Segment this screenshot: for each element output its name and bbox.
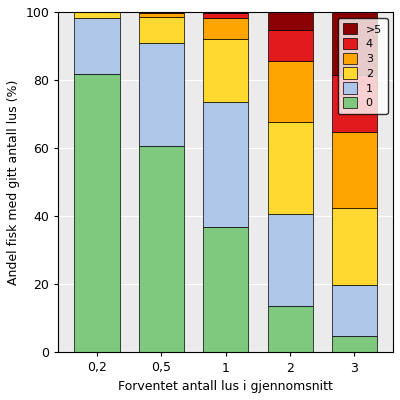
Bar [332,208,377,285]
Bar [74,18,120,74]
Bar [268,214,313,306]
Bar [332,75,377,132]
Y-axis label: Andel fisk med gitt antall lus (%): Andel fisk med gitt antall lus (%) [7,80,20,285]
Bar [332,132,377,208]
Bar [139,17,184,43]
X-axis label: Forventet antall lus i gjennomsnitt: Forventet antall lus i gjennomsnitt [118,380,333,393]
Bar [203,102,248,227]
Bar [139,146,184,352]
Bar [139,43,184,146]
Bar [203,12,248,13]
Bar [268,60,313,122]
Bar [203,39,248,102]
Legend: >5, 4, 3, 2, 1, 0: >5, 4, 3, 2, 1, 0 [338,18,388,114]
Bar [268,122,313,214]
Bar [332,285,377,336]
Bar [268,306,313,352]
Bar [139,12,184,17]
Bar [203,18,248,39]
Bar [203,227,248,352]
Bar [332,12,377,75]
Bar [74,12,120,18]
Bar [203,13,248,18]
Bar [74,74,120,352]
Bar [332,336,377,352]
Bar [268,12,313,30]
Bar [268,30,313,60]
